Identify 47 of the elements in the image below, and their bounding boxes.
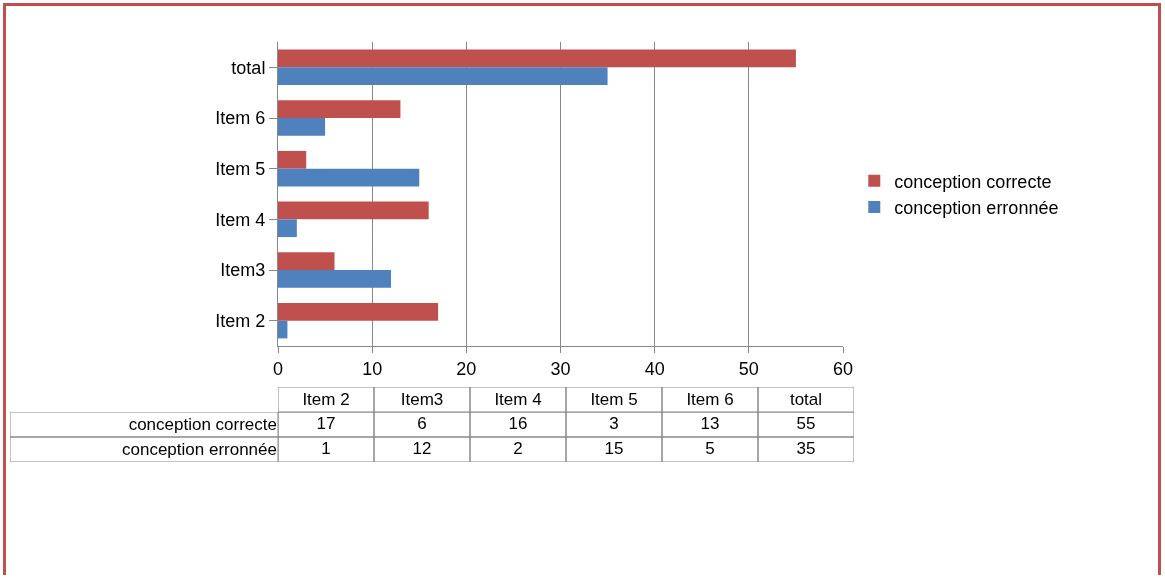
y-tick-label: Item 5 xyxy=(215,158,266,179)
bar xyxy=(278,302,439,321)
x-tick-label: Item 6 xyxy=(686,389,734,409)
bar xyxy=(278,201,429,220)
legend-label: conception erronnée xyxy=(894,198,1059,219)
bar xyxy=(278,252,335,270)
bar xyxy=(278,100,401,118)
x-tick-label: 20 xyxy=(456,358,477,379)
x-tick-label: 50 xyxy=(738,358,759,379)
data-label: 15 xyxy=(604,438,624,458)
x-tick-label: 10 xyxy=(362,358,383,379)
x-tick-label: Item 5 xyxy=(590,389,638,409)
data-label: 12 xyxy=(412,438,432,458)
data-label: 3 xyxy=(609,413,619,433)
bar xyxy=(278,320,288,339)
data-label: 2 xyxy=(513,438,523,458)
data-label: 13 xyxy=(700,413,720,433)
x-tick-label: 0 xyxy=(272,358,284,379)
x-tick-label: Item 2 xyxy=(302,389,350,409)
y-tick-label: Item 4 xyxy=(215,209,266,230)
y-tick-label: total xyxy=(231,57,266,78)
x-tick-label: Item 4 xyxy=(494,389,542,409)
x-tick-label: 30 xyxy=(550,358,571,379)
bar xyxy=(278,67,608,86)
data-label: 1 xyxy=(321,438,331,458)
data-label: 55 xyxy=(796,413,816,433)
bar xyxy=(278,168,420,187)
bar xyxy=(278,49,796,68)
x-tick-label: total xyxy=(789,389,823,409)
data-label: 16 xyxy=(508,413,528,433)
y-tick-label: Item 6 xyxy=(215,108,266,129)
y-tick-label: conception correcte xyxy=(128,415,277,435)
x-tick-label: Item3 xyxy=(400,389,444,409)
data-label: 6 xyxy=(417,413,427,433)
x-tick-label: 60 xyxy=(832,358,854,379)
x-tick-label: 40 xyxy=(644,358,665,379)
y-tick-label: Item 2 xyxy=(215,310,266,331)
y-tick-label: conception erronnée xyxy=(121,440,277,460)
data-label: 35 xyxy=(796,438,816,458)
legend-label: conception correcte xyxy=(894,171,1052,192)
bar xyxy=(278,118,326,136)
bar xyxy=(278,150,307,169)
data-label: 5 xyxy=(705,438,715,458)
y-tick-label: Item3 xyxy=(220,260,266,281)
bar xyxy=(278,270,391,288)
bar xyxy=(278,219,297,238)
data-label: 17 xyxy=(316,413,336,433)
